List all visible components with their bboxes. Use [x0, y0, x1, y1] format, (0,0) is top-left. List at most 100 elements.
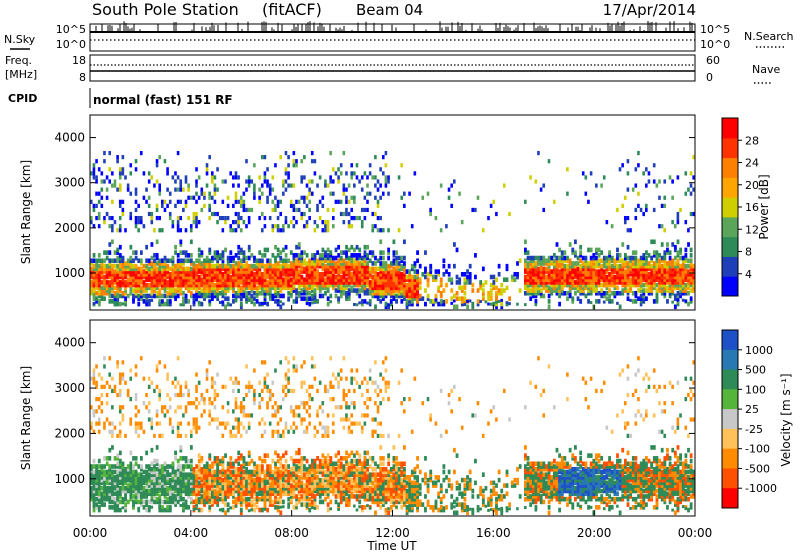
- range-cell: [226, 271, 230, 277]
- range-cell: [305, 290, 309, 296]
- range-cell: [208, 293, 212, 299]
- range-cell: [179, 239, 183, 245]
- range-cell: [408, 301, 412, 307]
- range-cell: [266, 290, 270, 296]
- range-cell: [174, 266, 177, 272]
- range-cell: [589, 274, 593, 280]
- range-cell: [205, 461, 209, 467]
- range-cell: [150, 261, 154, 266]
- range-cell: [137, 215, 140, 221]
- range-cell: [297, 285, 301, 291]
- range-cell: [429, 266, 433, 272]
- range-cell: [258, 491, 262, 497]
- range-cell: [166, 167, 169, 172]
- range-cell: [239, 496, 243, 502]
- range-cell: [90, 271, 93, 277]
- range-cell: [579, 285, 583, 291]
- range-cell: [200, 266, 204, 272]
- range-cell: [576, 288, 580, 293]
- range-cell: [679, 282, 683, 288]
- range-cell: [124, 296, 127, 301]
- range-cell: [158, 263, 162, 269]
- range-cell: [579, 288, 583, 293]
- range-cell: [384, 261, 388, 266]
- range-cell: [200, 456, 204, 461]
- range-cell: [147, 274, 151, 280]
- range-cell: [200, 207, 204, 213]
- range-cell: [158, 183, 161, 188]
- range-cell: [224, 384, 227, 389]
- range-cell: [292, 263, 296, 269]
- range-cell: [242, 458, 246, 464]
- range-cell: [376, 293, 380, 299]
- range-cell: [276, 277, 280, 283]
- range-cell: [584, 269, 588, 274]
- range-cell: [308, 187, 311, 192]
- range-cell: [216, 288, 220, 293]
- range-cell: [626, 269, 630, 274]
- range-cell: [168, 280, 172, 285]
- range-cell: [313, 220, 317, 225]
- range-cell: [242, 220, 246, 225]
- range-cell: [234, 228, 238, 233]
- range-cell: [134, 159, 138, 164]
- range-cell: [526, 269, 530, 274]
- range-cell: [145, 301, 149, 307]
- range-cell: [147, 483, 151, 488]
- range-cell: [284, 285, 288, 291]
- range-cell: [176, 425, 180, 430]
- range-cell: [345, 250, 348, 255]
- range-cell: [121, 282, 125, 288]
- range-cell: [124, 269, 127, 274]
- range-cell: [458, 280, 462, 285]
- range-cell: [224, 453, 227, 458]
- range-cell: [213, 191, 217, 196]
- range-cell: [310, 296, 314, 301]
- range-cell: [211, 480, 214, 486]
- range-cell: [111, 224, 114, 229]
- range-cell: [195, 263, 199, 269]
- range-cell: [260, 290, 264, 296]
- range-cell: [189, 228, 193, 233]
- range-cell: [395, 282, 398, 288]
- range-cell: [484, 280, 488, 285]
- range-cell: [216, 253, 220, 258]
- range-cell: [239, 199, 243, 204]
- range-cell: [555, 271, 559, 277]
- range-cell: [287, 155, 290, 160]
- range-cell: [587, 277, 590, 283]
- range-cell: [289, 261, 293, 266]
- range-cell: [366, 207, 369, 213]
- range-cell: [129, 211, 133, 217]
- range-cell: [366, 288, 369, 293]
- range-cell: [289, 282, 293, 288]
- range-cell: [197, 483, 201, 488]
- range-cell: [360, 269, 364, 274]
- range-cell: [229, 285, 233, 291]
- range-cell: [684, 255, 688, 261]
- range-cell: [197, 293, 201, 299]
- range-cell: [284, 282, 288, 288]
- range-cell: [310, 274, 314, 280]
- range-cell: [174, 477, 177, 483]
- range-cell: [355, 303, 359, 307]
- range-cell: [121, 207, 125, 213]
- range-cell: [271, 285, 275, 291]
- range-cell: [116, 469, 120, 475]
- range-cell: [134, 220, 138, 225]
- range-cell: [150, 505, 154, 509]
- range-cell: [187, 494, 191, 499]
- range-cell: [334, 171, 338, 176]
- range-cell: [97, 266, 101, 272]
- range-cell: [292, 150, 296, 156]
- range-cell: [271, 253, 275, 258]
- range-cell: [574, 261, 577, 266]
- range-cell: [145, 488, 149, 494]
- range-cell: [234, 380, 238, 385]
- range-cell: [95, 505, 99, 510]
- range-cell: [95, 258, 99, 264]
- range-cell: [547, 304, 551, 310]
- range-cell: [647, 266, 651, 272]
- noise-tick-left-top: 10^5: [56, 23, 86, 36]
- range-cell: [134, 187, 138, 192]
